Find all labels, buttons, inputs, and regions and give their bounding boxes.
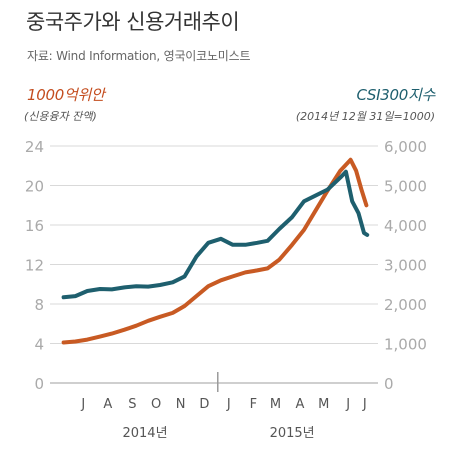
- x-month-label: A: [296, 397, 305, 412]
- right-tick-label: 5,000: [384, 178, 427, 196]
- x-month-label: S: [128, 397, 136, 412]
- x-month-label: J: [80, 397, 85, 412]
- x-month-label: N: [176, 397, 186, 412]
- x-month-label: M: [270, 397, 281, 412]
- x-month-label: J: [362, 397, 367, 412]
- chart-title: 중국주가와 신용거래추이: [26, 10, 240, 34]
- left-tick-label: 4: [34, 336, 44, 354]
- margin-financing-line: [61, 157, 369, 345]
- right-tick-label: 2,000: [384, 296, 427, 314]
- right-axis-label: CSI300지수: [356, 86, 435, 104]
- x-month-label: O: [151, 397, 161, 412]
- left-tick-label: 12: [25, 257, 44, 275]
- right-tick-label: 1,000: [384, 336, 427, 354]
- source-note: 자료: Wind Information, 영국이코노미스트: [27, 49, 251, 63]
- right-tick-label: 0: [384, 375, 394, 393]
- x-month-label: J: [226, 397, 231, 412]
- right-tick-label: 6,000: [384, 138, 427, 156]
- left-tick-label: 0: [34, 375, 44, 393]
- left-axis-label: 1000억위안: [27, 86, 105, 104]
- right-axis-sublabel: (2014년 12월 31일=1000): [295, 110, 435, 123]
- right-axis-ticks: 0 1,000 2,000 3,000 4,000 5,000 6,000: [384, 138, 427, 393]
- left-tick-label: 8: [34, 296, 44, 314]
- left-axis-sublabel: (신용융자 잔액): [24, 110, 97, 123]
- left-tick-label: 16: [25, 217, 44, 235]
- right-tick-label: 4,000: [384, 217, 427, 235]
- x-month-label: A: [103, 397, 112, 412]
- right-tick-label: 3,000: [384, 257, 427, 275]
- series-lines: [61, 157, 370, 345]
- left-tick-label: 24: [25, 138, 44, 156]
- x-month-label: D: [199, 397, 209, 412]
- x-year-label: 2014년: [122, 426, 167, 441]
- x-month-label: J: [345, 397, 350, 412]
- left-tick-label: 20: [25, 178, 44, 196]
- x-year-label: 2015년: [270, 426, 315, 441]
- x-month-label: F: [250, 397, 257, 412]
- gridlines: [50, 145, 378, 344]
- csi300-line: [61, 169, 370, 300]
- x-month-label: M: [318, 397, 329, 412]
- left-axis-ticks: 0 4 8 12 16 20 24: [25, 138, 44, 393]
